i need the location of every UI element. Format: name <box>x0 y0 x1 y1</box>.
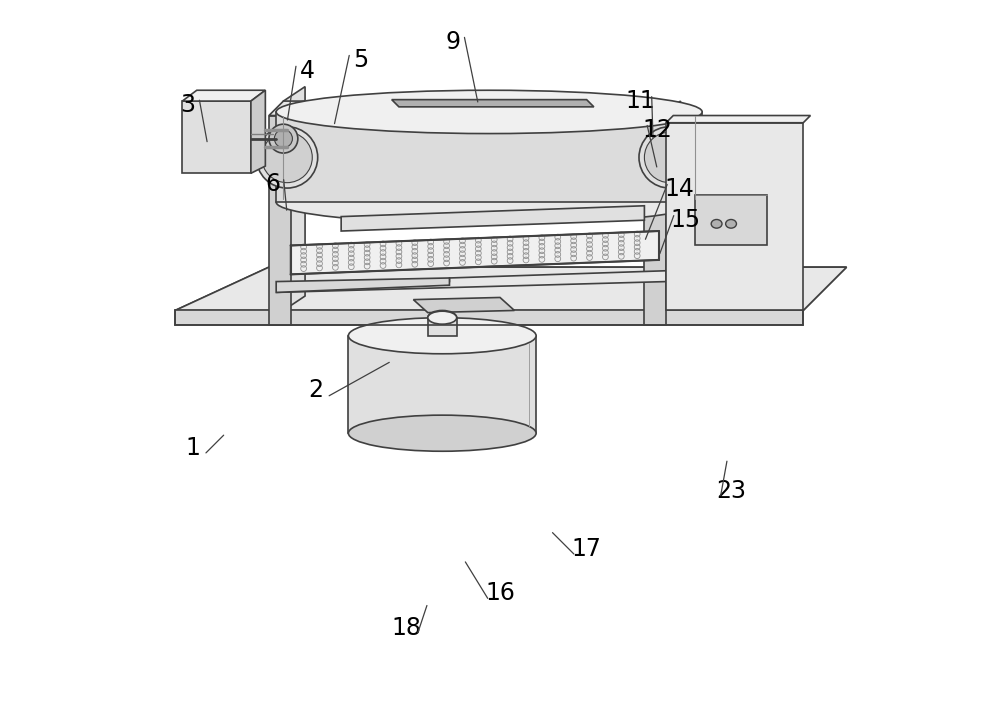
Polygon shape <box>269 101 305 116</box>
Ellipse shape <box>428 311 457 324</box>
Text: 3: 3 <box>181 92 196 117</box>
Polygon shape <box>175 267 847 310</box>
Polygon shape <box>251 90 265 173</box>
Ellipse shape <box>726 219 736 228</box>
Polygon shape <box>666 116 810 123</box>
Polygon shape <box>413 297 514 313</box>
Text: 4: 4 <box>300 58 315 83</box>
Polygon shape <box>348 336 536 433</box>
Polygon shape <box>182 101 251 173</box>
Polygon shape <box>175 310 803 325</box>
Text: 5: 5 <box>353 48 368 72</box>
Polygon shape <box>291 231 659 274</box>
Polygon shape <box>644 123 666 325</box>
Ellipse shape <box>276 90 702 134</box>
Text: 1: 1 <box>186 435 201 460</box>
Ellipse shape <box>269 124 298 153</box>
Ellipse shape <box>256 127 318 188</box>
Polygon shape <box>341 206 644 231</box>
Ellipse shape <box>348 415 536 451</box>
Ellipse shape <box>274 129 292 147</box>
Polygon shape <box>175 267 847 310</box>
Polygon shape <box>644 108 680 123</box>
Polygon shape <box>269 116 291 325</box>
Polygon shape <box>182 90 265 101</box>
Polygon shape <box>392 100 594 107</box>
Ellipse shape <box>428 310 457 325</box>
Polygon shape <box>276 271 666 292</box>
Ellipse shape <box>348 318 536 354</box>
Text: 2: 2 <box>308 378 323 402</box>
Polygon shape <box>695 195 767 245</box>
Polygon shape <box>659 101 680 310</box>
Text: 6: 6 <box>265 172 280 196</box>
Ellipse shape <box>276 180 702 224</box>
Polygon shape <box>276 112 702 202</box>
Text: 14: 14 <box>664 177 694 201</box>
Ellipse shape <box>262 132 312 183</box>
Text: 16: 16 <box>485 581 515 606</box>
Polygon shape <box>283 87 305 310</box>
Ellipse shape <box>644 132 695 183</box>
Polygon shape <box>428 318 457 336</box>
Polygon shape <box>666 123 803 310</box>
Polygon shape <box>276 278 449 292</box>
Text: 23: 23 <box>716 479 746 503</box>
Text: 11: 11 <box>626 89 656 113</box>
Ellipse shape <box>711 219 722 228</box>
Text: 9: 9 <box>446 30 461 54</box>
Ellipse shape <box>639 127 700 188</box>
Text: 15: 15 <box>670 208 701 232</box>
Text: 18: 18 <box>391 616 421 640</box>
Text: 17: 17 <box>572 536 602 561</box>
Text: 12: 12 <box>642 118 672 142</box>
